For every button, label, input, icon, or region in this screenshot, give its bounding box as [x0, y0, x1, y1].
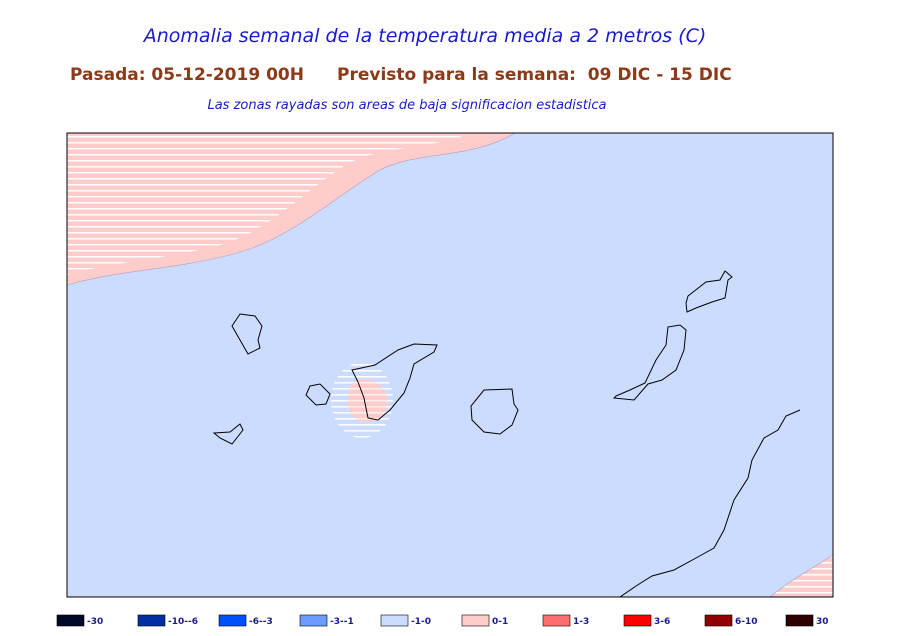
- legend-label: 0-1: [492, 617, 508, 627]
- legend-swatch: [299, 614, 328, 627]
- legend-label: 30: [816, 617, 829, 627]
- forecast-week: Previsto para la semana: 09 DIC - 15 DIC: [337, 65, 732, 85]
- legend-swatch: [56, 614, 85, 627]
- map: [67, 133, 833, 597]
- legend-swatch: [380, 614, 409, 627]
- legend-swatch: [461, 614, 490, 627]
- legend-swatch: [704, 614, 733, 627]
- legend-swatch: [542, 614, 571, 627]
- legend-swatch: [785, 614, 814, 627]
- legend-swatch: [623, 614, 652, 627]
- legend-label: 1-3: [573, 617, 589, 627]
- run-date: Pasada: 05-12-2019 00H: [70, 65, 304, 85]
- legend: -30 -10--6 -6--3 -3--1 -1-0 0-1 1-3 3-6 6-10 30: [56, 614, 829, 627]
- legend-swatch: [218, 614, 247, 627]
- legend-label: -1-0: [411, 617, 431, 627]
- legend-swatch: [137, 614, 166, 627]
- legend-label: -30: [87, 617, 103, 627]
- title: Anomalia semanal de la temperatura media…: [142, 25, 707, 47]
- legend-label: -6--3: [249, 617, 273, 627]
- note: Las zonas rayadas son areas de baja sign…: [207, 98, 606, 113]
- legend-label: -10--6: [168, 617, 198, 627]
- legend-label: -3--1: [330, 617, 354, 627]
- legend-label: 3-6: [654, 617, 670, 627]
- map-frame: [66, 132, 834, 598]
- legend-label: 6-10: [735, 617, 758, 627]
